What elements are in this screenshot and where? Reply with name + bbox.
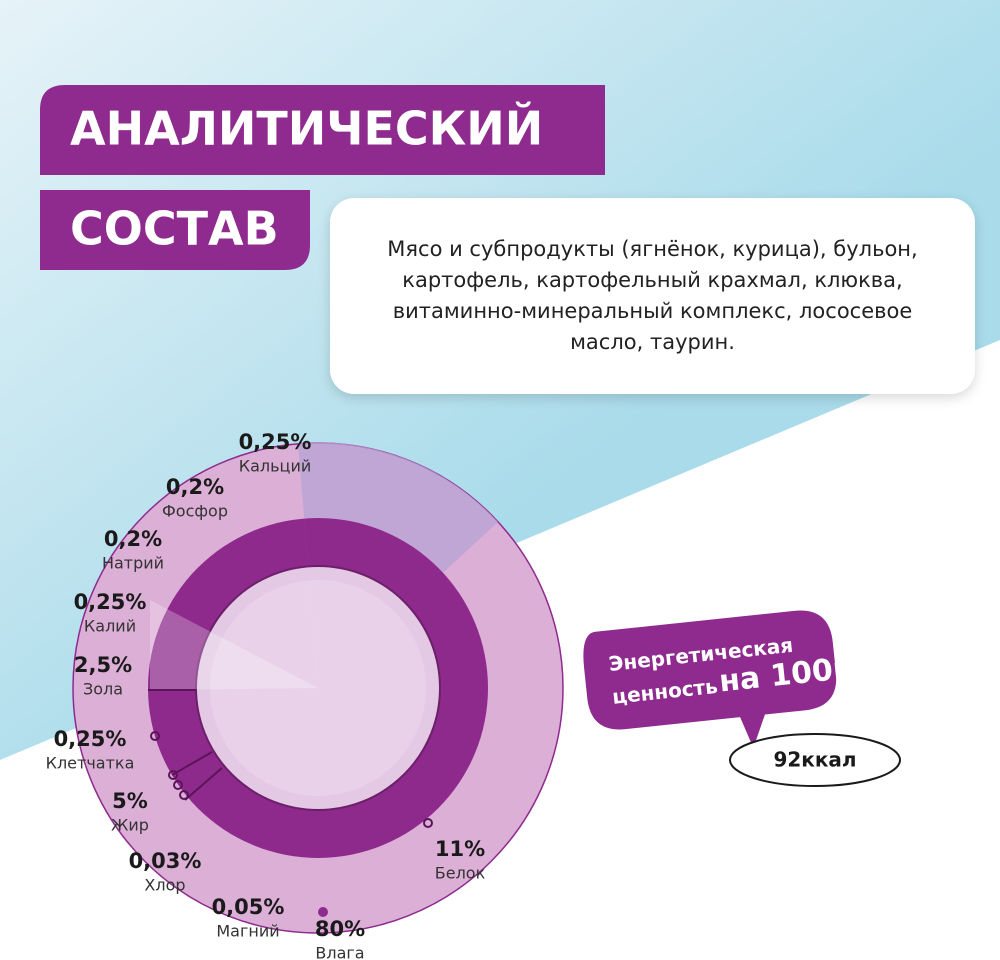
nutrient-name: Клетчатка [46, 754, 135, 773]
nutrient-name: Влага [315, 944, 364, 960]
nutrient-value: 0,25% [74, 590, 147, 614]
nutrient-name: Натрий [102, 554, 164, 573]
nutrient-name: Зола [83, 680, 123, 699]
nutrient-value: 0,05% [212, 895, 285, 919]
bubble [583, 610, 837, 748]
energy-oval [729, 733, 901, 787]
nutrient-value: 11% [435, 837, 485, 861]
nutrient-name: Кальций [239, 457, 312, 476]
marker [173, 780, 183, 790]
nutrient-value: 80% [315, 917, 365, 941]
marker [168, 770, 178, 780]
nutrient-name: Жир [111, 816, 149, 835]
nutrient-name: Магний [216, 922, 279, 941]
nutrient-labels: 0,25%Кальций0,2%Фосфор0,2%Натрий0,25%Кал… [46, 430, 486, 960]
nutrient-name: Хлор [144, 876, 185, 895]
nutrient-name: Калий [84, 617, 136, 636]
description: Мясо и субпродукты (ягнёнок, курица), бу… [387, 237, 918, 354]
divider [184, 767, 223, 801]
energy-bubble: Энергетическая ценность на 100г [583, 610, 850, 748]
nutrient-value: 2,5% [74, 653, 132, 677]
description-card: Мясо и субпродукты (ягнёнок, курица), бу… [330, 198, 975, 394]
title: АНАЛИТИЧЕСКИЙ [70, 102, 543, 156]
nutrient-name: Фосфор [162, 502, 228, 521]
inner-circle [210, 580, 426, 796]
sector [150, 443, 318, 690]
nutrient-value: 0,25% [54, 727, 127, 751]
nutrient-value: 0,25% [239, 430, 312, 454]
title-pill [40, 85, 605, 175]
marker [150, 731, 160, 741]
divider [171, 751, 213, 776]
nutrient-value: 0,2% [166, 475, 224, 499]
nutrient-value: 0,2% [104, 527, 162, 551]
marker [179, 790, 189, 800]
nutrient-value: 0,03% [129, 849, 202, 873]
marker [318, 907, 328, 917]
title-pill [40, 190, 310, 270]
marker [423, 818, 433, 828]
nutrient-value: 5% [112, 789, 148, 813]
energy-value: 92ккал [773, 748, 856, 772]
nutrient-name: Белок [435, 864, 486, 883]
title: СОСТАВ [70, 202, 279, 256]
